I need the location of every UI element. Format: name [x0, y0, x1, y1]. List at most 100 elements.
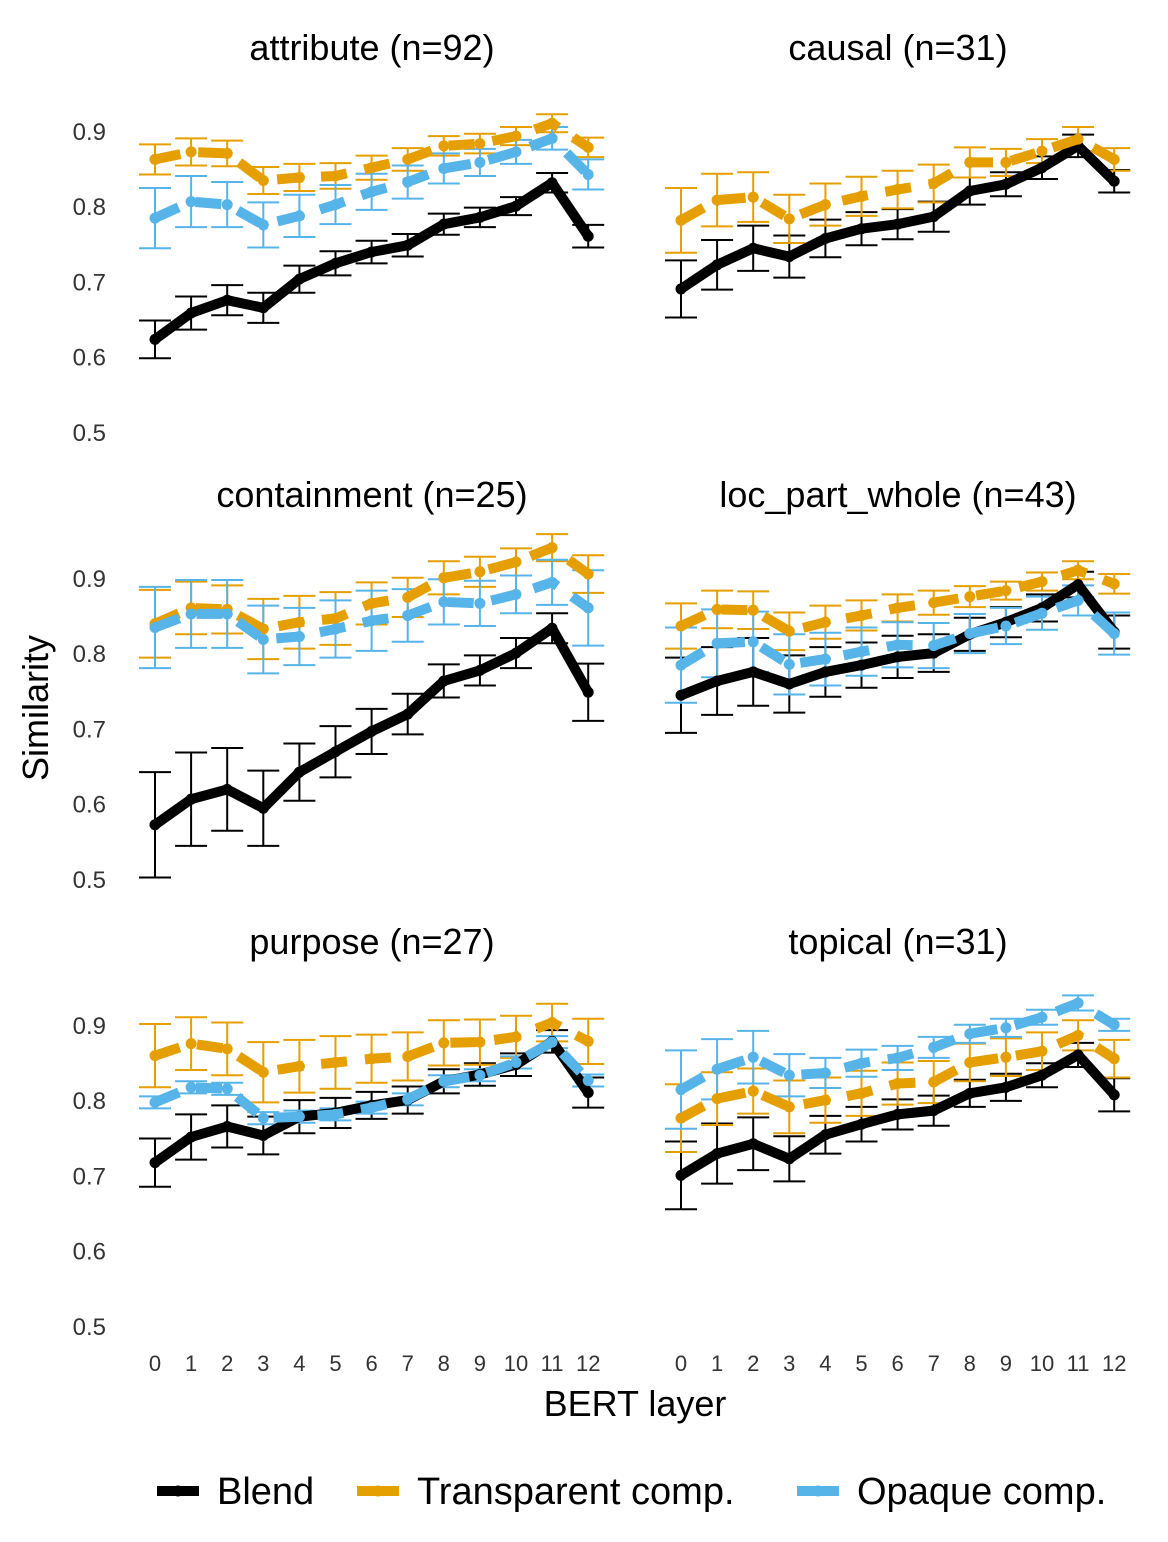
data-point	[711, 675, 723, 687]
data-point	[330, 199, 341, 211]
data-point	[856, 646, 867, 658]
panel-2: containment (n=25) 0.5 0.6 0.7 0.8 0.9	[73, 474, 605, 894]
data-point	[438, 675, 450, 687]
data-point	[582, 686, 594, 698]
data-point	[892, 639, 904, 651]
data-point	[582, 568, 594, 580]
data-point	[1072, 579, 1084, 591]
data-point	[819, 1067, 831, 1079]
data-point	[711, 259, 723, 271]
data-point	[747, 1138, 759, 1150]
panel-title: purpose (n=27)	[249, 921, 494, 962]
data-point	[856, 609, 867, 621]
data-point	[366, 615, 378, 627]
data-point	[149, 1157, 161, 1169]
y-tick-label: 0.8	[73, 641, 106, 668]
data-point	[402, 708, 414, 720]
legend-label: Blend	[217, 1471, 314, 1513]
data-point	[1108, 1089, 1120, 1101]
data-point	[366, 1053, 378, 1065]
data-point	[221, 199, 233, 211]
data-point	[510, 1056, 522, 1068]
data-point	[1000, 156, 1012, 168]
data-point	[964, 1056, 976, 1068]
data-point	[257, 1066, 269, 1078]
data-point	[1000, 620, 1012, 632]
data-point	[293, 1060, 305, 1072]
data-point	[474, 211, 486, 223]
data-point	[474, 566, 486, 578]
data-point	[330, 257, 341, 269]
data-point	[1000, 1022, 1012, 1034]
data-point	[675, 620, 687, 632]
data-point	[438, 162, 450, 174]
legend-label: Opaque comp.	[857, 1471, 1106, 1513]
data-point	[747, 1051, 759, 1063]
x-tick-label: 7	[928, 1351, 940, 1376]
data-point	[366, 725, 378, 737]
data-point	[510, 1031, 522, 1043]
y-tick-label: 0.6	[73, 345, 106, 372]
data-point	[747, 191, 759, 203]
data-point	[856, 1087, 867, 1099]
data-point	[474, 664, 486, 676]
panel-title: containment (n=25)	[216, 474, 527, 515]
data-point	[474, 597, 486, 609]
y-tick-label: 0.5	[73, 420, 106, 447]
data-point	[1036, 145, 1048, 157]
data-point	[1072, 564, 1084, 576]
data-point	[293, 616, 305, 628]
data-point	[747, 666, 759, 678]
data-point	[711, 194, 723, 206]
data-point	[1036, 576, 1048, 588]
data-point	[1036, 1069, 1048, 1081]
data-point	[1072, 1049, 1084, 1061]
data-point	[474, 1036, 486, 1048]
panel-5: topical (n=31)0 1 2 3 4 5 6 7 8 9 10 11 12	[665, 921, 1131, 1376]
data-point	[221, 608, 233, 620]
data-point	[402, 1093, 414, 1105]
data-point	[221, 1083, 233, 1095]
data-point	[366, 162, 378, 174]
x-tick-label: 4	[819, 1351, 831, 1376]
x-tick-label: 11	[541, 1351, 564, 1376]
y-tick-label: 0.9	[73, 1013, 106, 1040]
data-point	[1036, 162, 1048, 174]
y-axis-title: Similarity	[15, 635, 56, 781]
x-tick-label: 1	[185, 1351, 197, 1376]
data-point	[819, 1094, 831, 1106]
data-point	[928, 178, 940, 190]
data-point	[546, 542, 558, 554]
data-point	[293, 1111, 305, 1123]
data-point	[892, 651, 904, 663]
data-point	[402, 176, 414, 188]
data-point	[747, 242, 759, 254]
data-point	[1036, 1011, 1048, 1023]
x-tick-label: 3	[257, 1351, 269, 1376]
data-point	[149, 621, 161, 633]
panel-title: topical (n=31)	[788, 921, 1007, 962]
data-point	[185, 1131, 197, 1143]
data-point	[928, 1076, 940, 1088]
data-point	[185, 608, 197, 620]
data-point	[856, 190, 867, 202]
y-tick-label: 0.6	[73, 1239, 106, 1266]
y-tick-label: 0.7	[73, 269, 106, 296]
data-point	[257, 1129, 269, 1141]
data-point	[185, 146, 197, 158]
x-tick-label: 7	[402, 1351, 414, 1376]
data-point	[221, 1043, 233, 1055]
data-point	[1000, 178, 1012, 190]
data-point	[510, 556, 522, 568]
data-point	[1108, 1053, 1120, 1065]
data-point	[964, 185, 976, 197]
data-point	[892, 184, 904, 196]
y-tick-label: 0.8	[73, 194, 106, 221]
panel-title: loc_part_whole (n=43)	[719, 474, 1076, 515]
y-tick-label: 0.5	[73, 1314, 106, 1341]
data-point	[964, 1028, 976, 1040]
data-point	[438, 572, 450, 584]
data-point	[711, 1148, 723, 1160]
data-point	[819, 199, 831, 211]
data-point	[928, 1105, 940, 1117]
